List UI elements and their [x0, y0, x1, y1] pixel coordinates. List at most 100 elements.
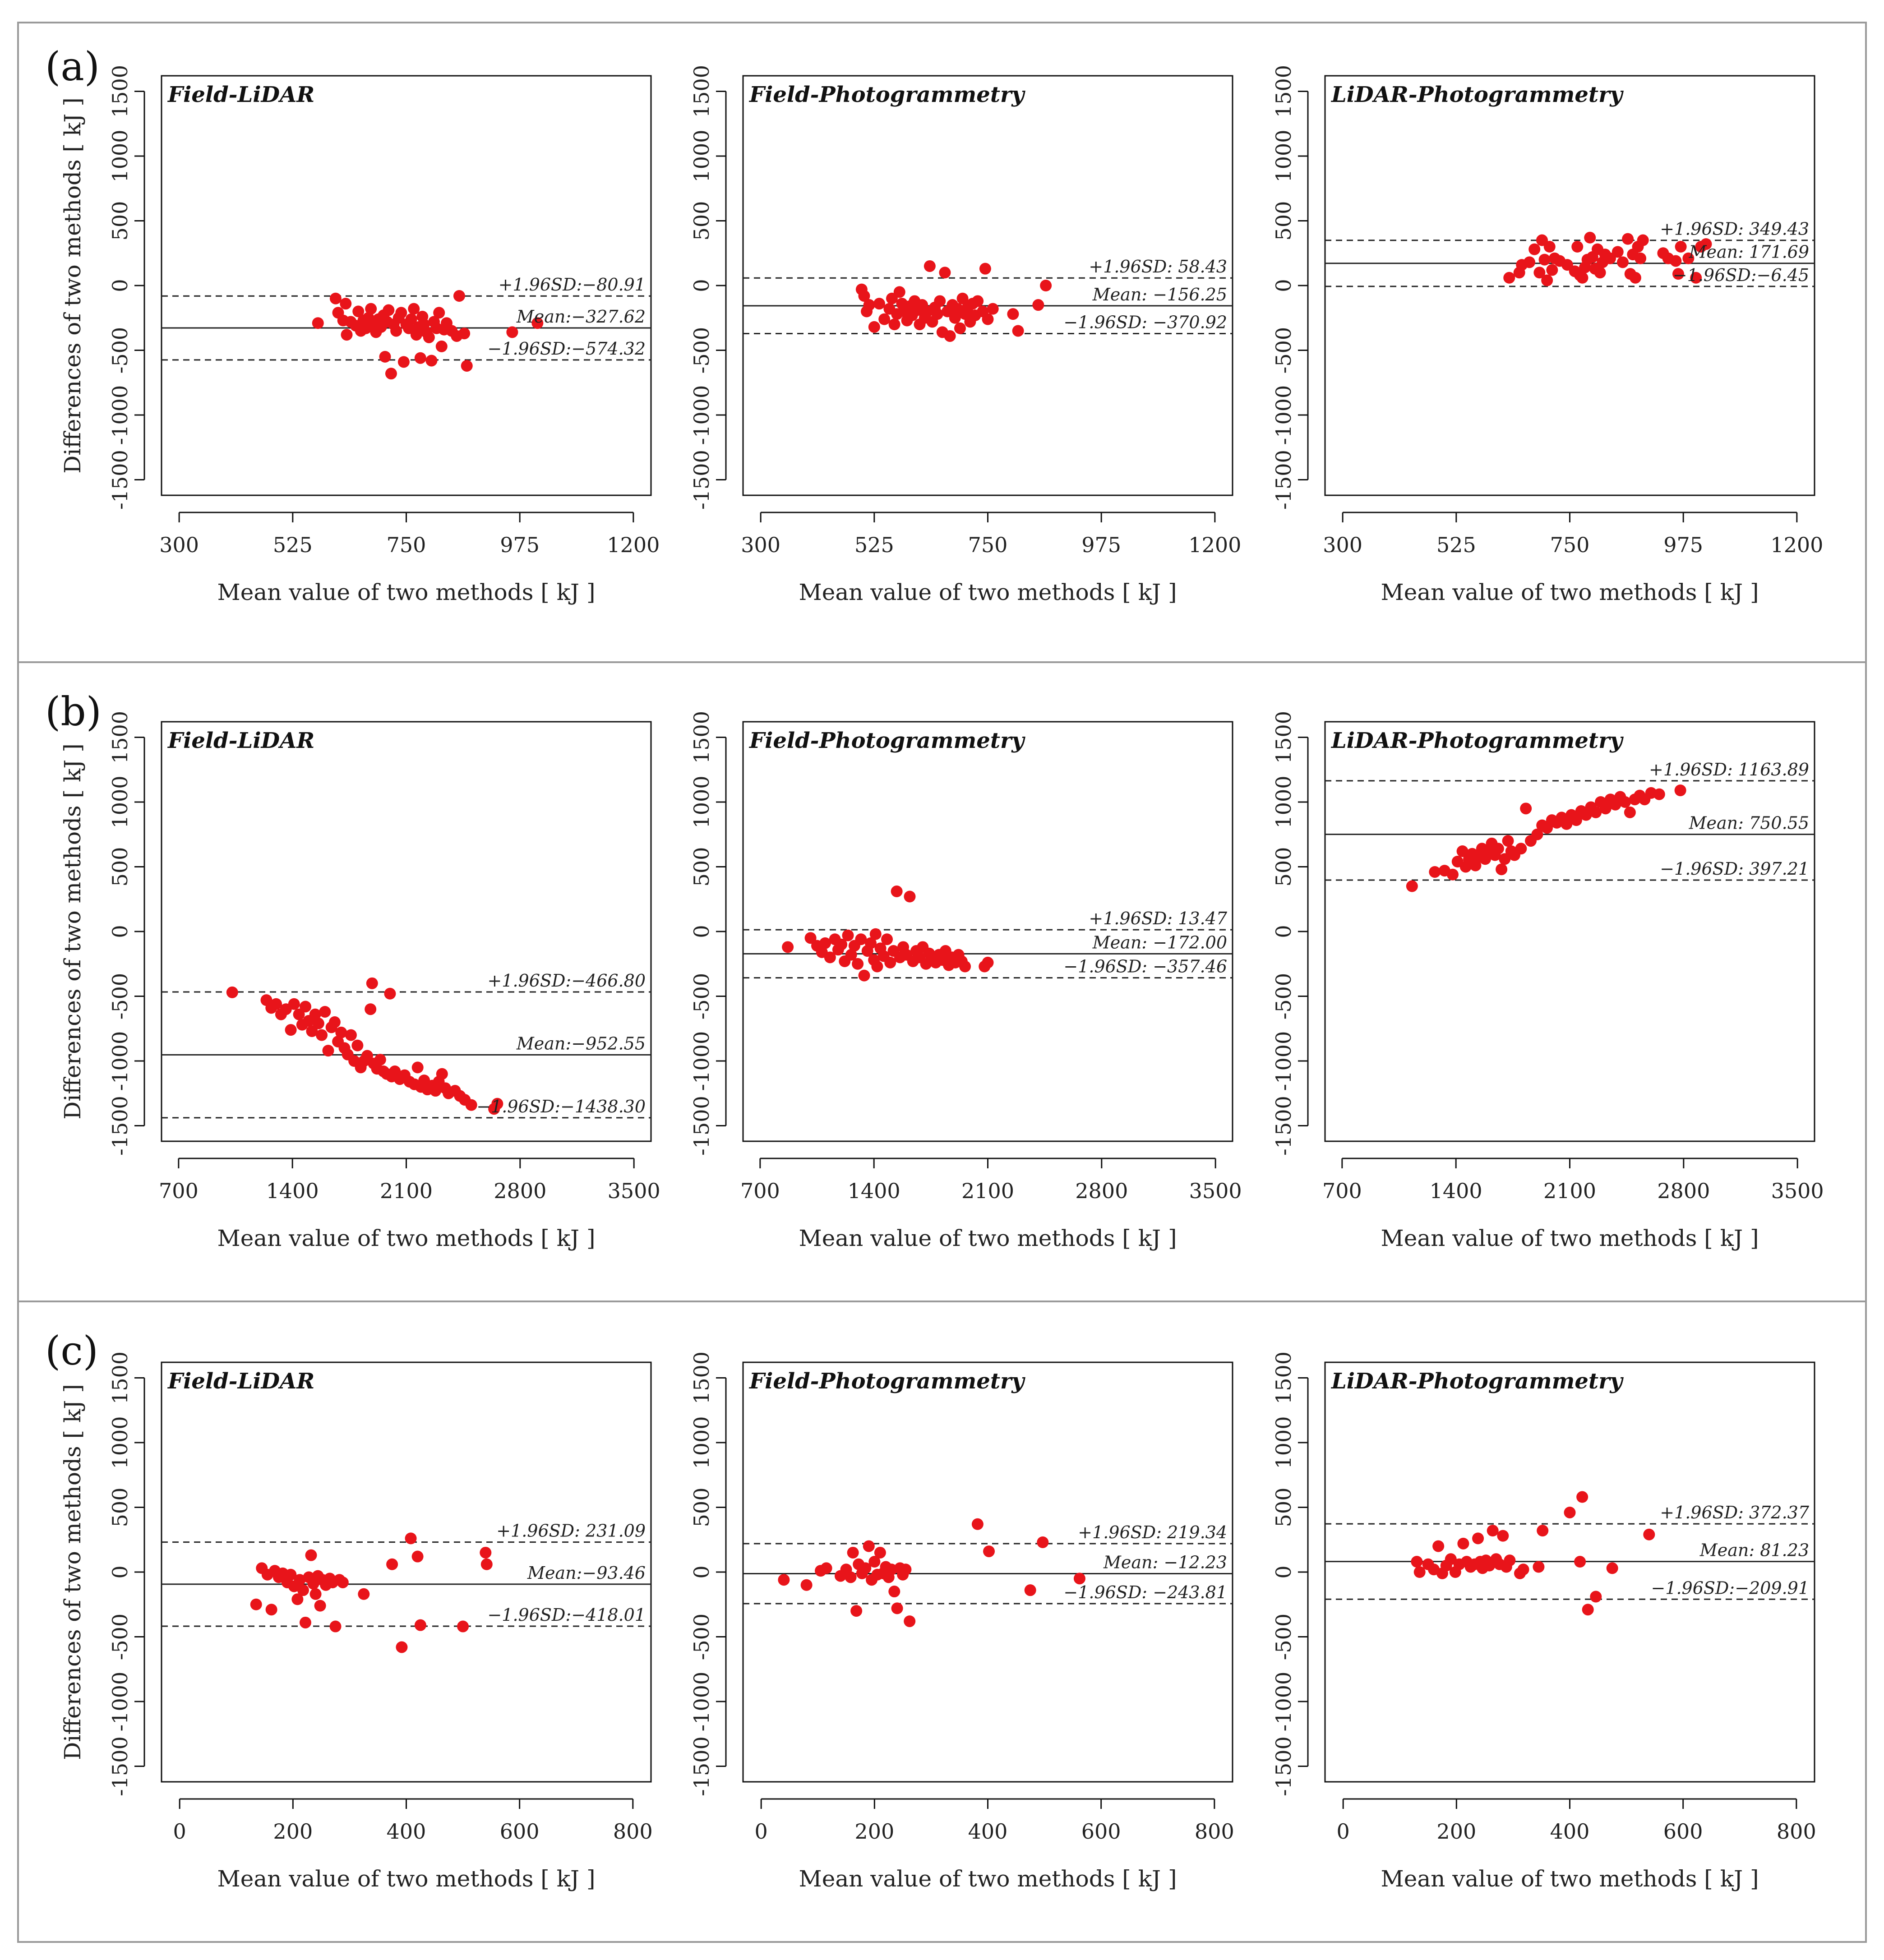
data-point: [859, 1562, 872, 1574]
y-axis-label: Differences of two methods [ kJ ]: [60, 1384, 86, 1760]
y-tick-label: 1000: [108, 1416, 132, 1469]
data-point: [408, 303, 420, 315]
x-tick-label: 200: [854, 1819, 894, 1844]
data-point: [858, 290, 870, 302]
data-point: [944, 330, 956, 342]
data-point: [358, 1588, 370, 1600]
y-tick-label: -1000: [689, 1672, 714, 1732]
data-point: [480, 1546, 492, 1559]
y-tick-label: 1000: [689, 129, 714, 182]
x-tick-label: 525: [1436, 533, 1476, 557]
y-tick-label: 1000: [108, 129, 132, 182]
x-tick-label: 1400: [1430, 1179, 1482, 1203]
data-point: [934, 295, 946, 307]
x-tick-label: 975: [1081, 533, 1121, 557]
y-tick-label: 1500: [689, 1351, 714, 1404]
data-point: [312, 1017, 324, 1029]
data-point: [954, 322, 966, 334]
y-tick-label: -1000: [1271, 1031, 1296, 1091]
lower-line-label: −1.96SD: −370.92: [1063, 312, 1227, 332]
data-point: [1411, 1556, 1423, 1568]
data-point: [891, 885, 903, 898]
data-point: [1576, 1491, 1588, 1503]
data-point: [863, 1540, 875, 1552]
plot-frame: [1324, 721, 1815, 1142]
data-point: [971, 1518, 984, 1530]
lower-line-label: −1.96SD:−6.45: [1673, 265, 1809, 285]
data-point: [329, 1620, 342, 1633]
data-point: [297, 1584, 309, 1596]
data-point: [1574, 1556, 1586, 1568]
y-tick-label: -500: [1271, 973, 1296, 1019]
y-tick-label: 1500: [1271, 711, 1296, 764]
data-point: [1007, 308, 1019, 320]
data-point: [405, 1532, 417, 1545]
data-point: [316, 1029, 328, 1041]
x-tick-label: 750: [387, 533, 426, 557]
y-tick-label: -1000: [1271, 1672, 1296, 1732]
x-tick-label: 200: [273, 1819, 313, 1844]
y-tick-label: -1500: [1271, 450, 1296, 510]
data-point: [1406, 880, 1418, 892]
data-point: [385, 368, 397, 380]
data-point: [465, 1099, 477, 1111]
data-point: [1582, 1604, 1594, 1616]
data-point: [956, 292, 969, 304]
data-point: [300, 1001, 312, 1013]
data-point: [878, 313, 891, 325]
data-point: [1570, 814, 1582, 826]
y-tick-label: -1500: [1271, 1096, 1296, 1156]
lower-line-label: −1.96SD: −243.81: [1063, 1582, 1227, 1602]
data-point: [1571, 240, 1584, 253]
x-tick-label: 300: [159, 533, 199, 557]
lower-line-label: −1.96SD:−418.01: [487, 1605, 646, 1625]
data-point: [1670, 255, 1682, 267]
data-point: [335, 1026, 347, 1038]
y-tick-label: 1000: [1271, 775, 1296, 828]
y-tick-label: 500: [108, 201, 132, 241]
data-point: [1445, 1553, 1457, 1565]
data-point: [1524, 256, 1536, 268]
data-point: [1073, 1573, 1085, 1585]
data-point: [1672, 268, 1684, 280]
data-point: [869, 928, 882, 940]
mean-line-label: Mean:−93.46: [527, 1563, 646, 1583]
y-tick-label: -1000: [108, 1672, 132, 1732]
plot-title: Field-Photogrammetry: [748, 728, 1025, 753]
data-point: [1469, 859, 1482, 872]
y-tick-label: 0: [1271, 925, 1296, 938]
data-point: [871, 960, 883, 973]
upper-line-label: +1.96SD: 349.43: [1660, 219, 1809, 239]
data-point: [1543, 240, 1556, 253]
y-tick-label: 1500: [689, 65, 714, 118]
data-point: [873, 298, 886, 310]
data-point: [1457, 1537, 1469, 1550]
data-point: [1674, 784, 1686, 797]
data-point: [288, 998, 300, 1010]
data-point: [1515, 843, 1527, 855]
data-point: [365, 303, 377, 315]
data-point: [881, 933, 893, 945]
data-point: [1517, 1563, 1529, 1576]
data-point: [924, 260, 936, 272]
data-point: [1594, 267, 1606, 279]
x-tick-label: 200: [1436, 1819, 1476, 1844]
data-point: [411, 1550, 424, 1563]
row-label-b: (b): [45, 688, 102, 735]
x-tick-label: 1200: [1770, 533, 1823, 557]
data-point: [983, 1545, 995, 1558]
data-point: [1690, 272, 1702, 284]
x-tick-label: 1400: [266, 1179, 319, 1203]
plot-title: Field-Photogrammetry: [748, 1369, 1025, 1394]
data-point: [1497, 1530, 1509, 1542]
data-point: [379, 350, 391, 363]
y-tick-label: -500: [689, 1614, 714, 1660]
data-point: [1496, 863, 1508, 876]
x-tick-label: 0: [1337, 1819, 1350, 1844]
data-point: [987, 303, 999, 315]
data-point: [884, 956, 896, 968]
data-point: [959, 960, 971, 973]
data-point: [306, 1025, 318, 1038]
x-tick-label: 600: [1081, 1819, 1121, 1844]
y-tick-label: 1500: [108, 1351, 132, 1404]
